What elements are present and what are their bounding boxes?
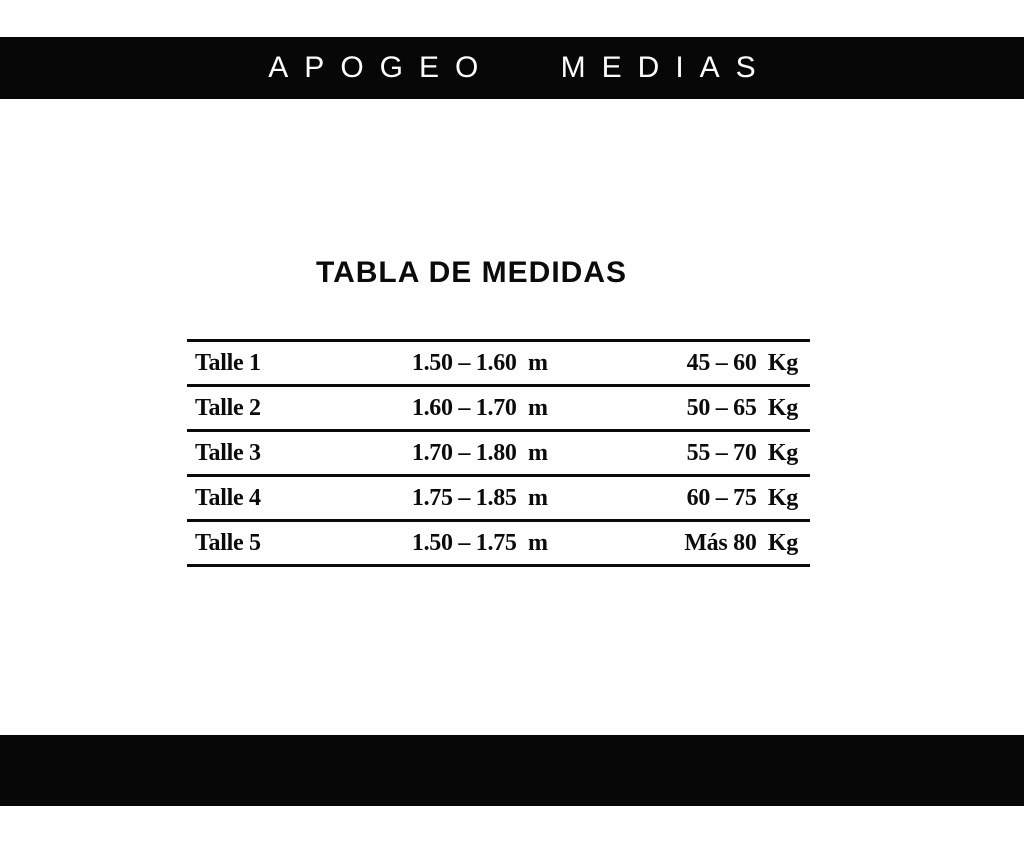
talle-cell: Talle 3 <box>195 439 261 466</box>
altura-cell: 1.70 – 1.80 m <box>411 439 548 466</box>
size-table-heading: TABLA DE MEDIDAS <box>316 256 627 289</box>
size-table-row: Talle 1 1.50 – 1.60 m 45 – 60 Kg <box>187 340 810 386</box>
talle-cell: Talle 2 <box>195 394 261 421</box>
peso-cell: 55 – 70 Kg <box>686 439 799 466</box>
talle-cell: Talle 5 <box>195 529 261 556</box>
size-table: Talle 1 1.50 – 1.60 m 45 – 60 Kg Talle 2… <box>187 339 810 567</box>
altura-cell: 1.60 – 1.70 m <box>411 394 548 421</box>
peso-cell: 50 – 65 Kg <box>686 394 799 421</box>
altura-cell: 1.50 – 1.60 m <box>411 349 548 376</box>
peso-cell: Más 80 Kg <box>684 529 798 556</box>
footer-bar <box>0 735 1024 806</box>
size-table-row: Talle 4 1.75 – 1.85 m 60 – 75 Kg <box>187 475 810 521</box>
size-table-row: Talle 5 1.50 – 1.75 m Más 80 Kg <box>187 520 810 566</box>
size-table-row: Talle 3 1.70 – 1.80 m 55 – 70 Kg <box>187 430 810 476</box>
altura-cell: 1.50 – 1.75 m <box>411 529 548 556</box>
talle-cell: Talle 4 <box>195 484 261 511</box>
altura-cell: 1.75 – 1.85 m <box>411 484 548 511</box>
peso-cell: 45 – 60 Kg <box>686 349 799 376</box>
brand-title: APOGEO MEDIAS <box>268 51 772 84</box>
size-table-body: Talle 1 1.50 – 1.60 m 45 – 60 Kg Talle 2… <box>187 340 810 566</box>
size-table-row: Talle 2 1.60 – 1.70 m 50 – 65 Kg <box>187 385 810 431</box>
brand-banner: APOGEO MEDIAS <box>0 37 1024 99</box>
peso-cell: 60 – 75 Kg <box>686 484 799 511</box>
talle-cell: Talle 1 <box>195 349 261 376</box>
